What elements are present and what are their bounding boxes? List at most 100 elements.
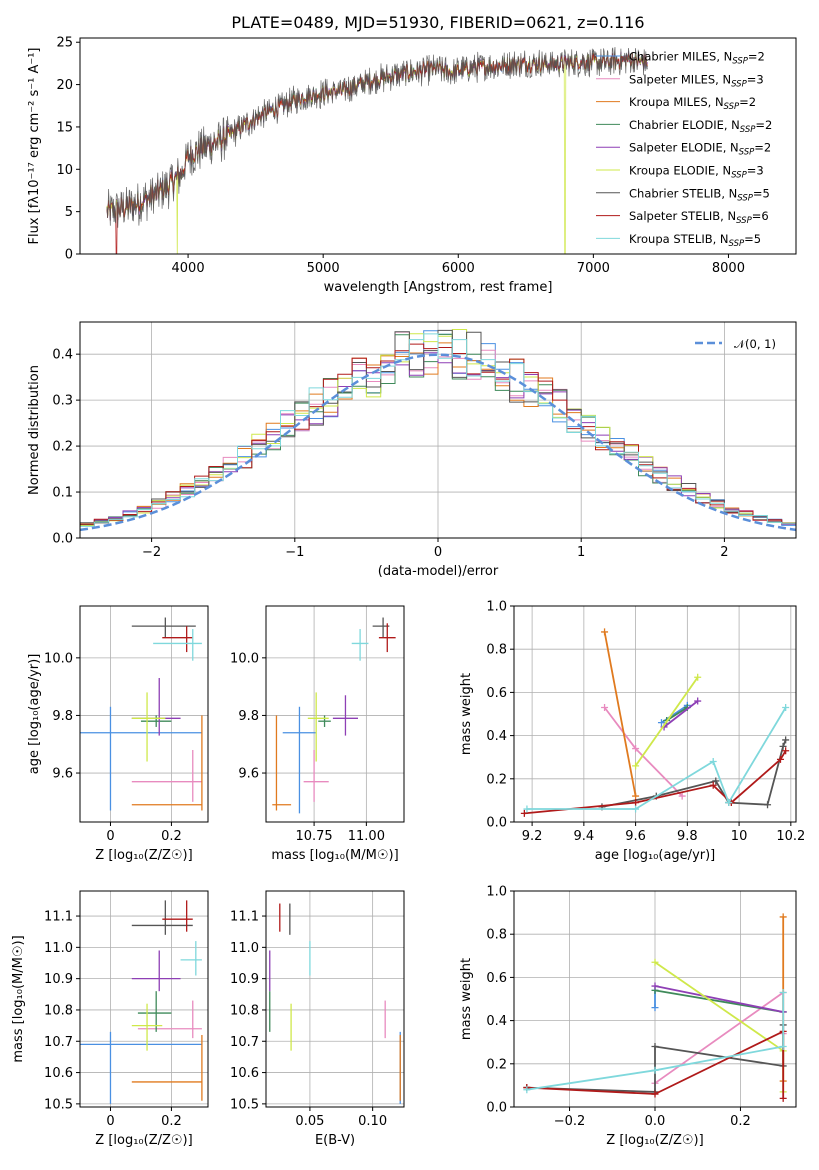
weight-vs-age-xtick-label: 10.2: [776, 829, 805, 844]
weight-marker: [764, 801, 772, 809]
weight-marker: [632, 792, 640, 800]
weight-marker: [678, 792, 686, 800]
age-vs-mass-ytick-label: 9.6: [238, 767, 259, 782]
weight-marker: [632, 799, 640, 807]
weight-marker: [779, 1043, 787, 1051]
errorbar-point: [131, 750, 202, 802]
legend-label-main: Kroupa ELODIE, N: [629, 164, 731, 178]
weight-vs-age-marks: [520, 628, 790, 817]
legend-label-main: Salpeter MILES, N: [629, 72, 731, 86]
weight-vs-Z-ytick-label: 0.8: [486, 928, 507, 943]
spectrum-xlabel: wavelength [Angstrom, rest frame]: [324, 280, 553, 295]
age-vs-Z-ytick-label: 9.8: [52, 709, 73, 724]
legend-label-tail: =5: [744, 232, 761, 246]
weight-marker: [712, 777, 720, 785]
age-vs-mass-panel: 10.75 11.00 9.6 9.8 10.0 mass [log₁₀(M/M☉)]: [230, 605, 405, 863]
errorbar-point: [282, 706, 317, 814]
mass-vs-EBV-panel: 0.05 0.10 10.5 10.6 10.7 10.8 10.9 11.0 11.1 E(B-…: [230, 890, 405, 1148]
residual-hist-ytick-label: 0.3: [52, 394, 73, 409]
mass-vs-EBV-ytick-label: 10.8: [230, 1003, 259, 1018]
weight-line: [654, 961, 785, 1092]
mass-vs-Z-xtick-label: 0: [106, 1114, 114, 1129]
legend-label-sub: SSP: [739, 148, 755, 158]
legend-label-tail: =2: [755, 118, 772, 132]
mass-vs-Z-ytick-label: 10.8: [44, 1003, 73, 1018]
errorbar-point: [140, 715, 172, 727]
legend-label-tail: =3: [747, 164, 764, 178]
legend-label: Chabrier MILES, NSSP=2: [629, 50, 765, 67]
errorbar-point: [80, 1031, 202, 1104]
errorbar-point: [153, 629, 202, 661]
errorbar-point: [162, 900, 193, 932]
residual-hist-xtick-label: 2: [720, 545, 728, 560]
weight-marker: [779, 913, 787, 921]
age-vs-mass-xtick-label: 11.00: [348, 829, 385, 844]
mass-vs-EBV-ytick-label: 11.1: [230, 910, 259, 925]
weight-line: [654, 985, 784, 1013]
errorbar-point: [303, 750, 329, 802]
errorbar-point: [131, 692, 166, 762]
legend-label-tail: =3: [747, 72, 764, 86]
legend-label-main: Kroupa MILES, N: [629, 95, 724, 109]
weight-marker: [523, 805, 531, 813]
histogram-series: [80, 333, 796, 527]
weight-vs-Z-ytick-label: 0.0: [486, 1101, 507, 1116]
weight-vs-age-ytick-label: 0.0: [486, 816, 507, 831]
spectrum-panel: 4000 5000 6000 7000 8000 0 5 10 15 20 25 wavelength…: [27, 36, 797, 295]
mass-vs-Z-ytick-label: 10.6: [44, 1066, 73, 1081]
legend-label: Chabrier ELODIE, NSSP=2: [629, 118, 772, 135]
residual-hist-ytick-label: 0.1: [52, 486, 73, 501]
legend-label-main: Salpeter ELODIE, N: [629, 141, 739, 155]
weight-vs-age-ytick-label: 0.4: [486, 729, 507, 744]
weight-marker: [709, 758, 717, 766]
legend-label-main: Chabrier ELODIE, N: [629, 118, 740, 132]
legend-label-tail: =2: [748, 50, 765, 64]
weight-marker: [657, 719, 665, 727]
errorbar-point: [131, 950, 181, 992]
errorbar-point: [131, 715, 203, 811]
age-vs-Z-ytick-label: 10.0: [44, 651, 73, 666]
weight-vs-Z-xlabel: Z [log₁₀(Z/Z☉)]: [606, 1133, 703, 1148]
legend-label: Kroupa STELIB, NSSP=5: [629, 232, 761, 249]
errorbar-point: [131, 617, 196, 638]
legend-label-sub: SSP: [740, 125, 756, 135]
spectrum-xtick-label: 8000: [712, 261, 745, 276]
legend-label: Salpeter STELIB, NSSP=6: [629, 209, 769, 226]
age-vs-Z-frame: [79, 605, 209, 823]
weight-marker: [782, 736, 790, 744]
weight-marker: [694, 673, 702, 681]
weight-vs-Z-panel: −0.2 0.0 0.2 0.0 0.2 0.4 0.6 0.8 1.0 Z [log₁₀(Z/Z…: [459, 885, 797, 1148]
residual-hist-marks: [80, 329, 796, 532]
legend-label-sub: SSP: [732, 57, 748, 67]
legend-label-main: Kroupa STELIB, N: [629, 232, 729, 246]
weight-marker: [651, 1066, 659, 1074]
mass-vs-EBV-ytick-label: 10.9: [230, 972, 259, 987]
legend-label: Kroupa MILES, NSSP=2: [629, 95, 756, 112]
age-vs-Z-xtick-label: 0.2: [161, 829, 182, 844]
legend-label-tail: =5: [753, 186, 770, 200]
mass-vs-Z-ytick-label: 11.0: [44, 941, 73, 956]
weight-line: [526, 992, 785, 1091]
spectrum-ytick-label: 20: [56, 78, 73, 93]
weight-vs-Z-ytick-label: 0.2: [486, 1057, 507, 1072]
spectrum-ytick-label: 0: [65, 248, 73, 263]
age-vs-mass-xlabel: mass [log₁₀(M/M☉)]: [271, 848, 398, 863]
legend-label-sub: SSP: [731, 171, 747, 181]
age-vs-Z-ylabel: age [log₁₀(age/yr)]: [27, 654, 42, 775]
spectrum-xtick-label: 5000: [307, 261, 340, 276]
errorbar-point: [131, 1035, 203, 1101]
residual-hist-panel: −2 −1 0 1 2 0.0 0.1 0.2 0.3 0.4 (data-model)/error…: [27, 321, 797, 579]
mass-vs-Z-marks: [80, 900, 203, 1104]
age-vs-mass-frame: [265, 605, 405, 823]
weight-marker: [709, 781, 717, 789]
errorbar-point: [162, 626, 193, 653]
weight-vs-age-ytick-label: 1.0: [486, 600, 507, 615]
legend-label: Chabrier STELIB, NSSP=5: [629, 186, 770, 203]
weight-marker: [651, 1043, 659, 1051]
weight-marker: [779, 742, 787, 750]
mass-vs-EBV-frame: [265, 890, 405, 1108]
weight-vs-Z-ytick-label: 1.0: [486, 885, 507, 900]
mass-vs-EBV-ytick-label: 10.6: [230, 1066, 259, 1081]
